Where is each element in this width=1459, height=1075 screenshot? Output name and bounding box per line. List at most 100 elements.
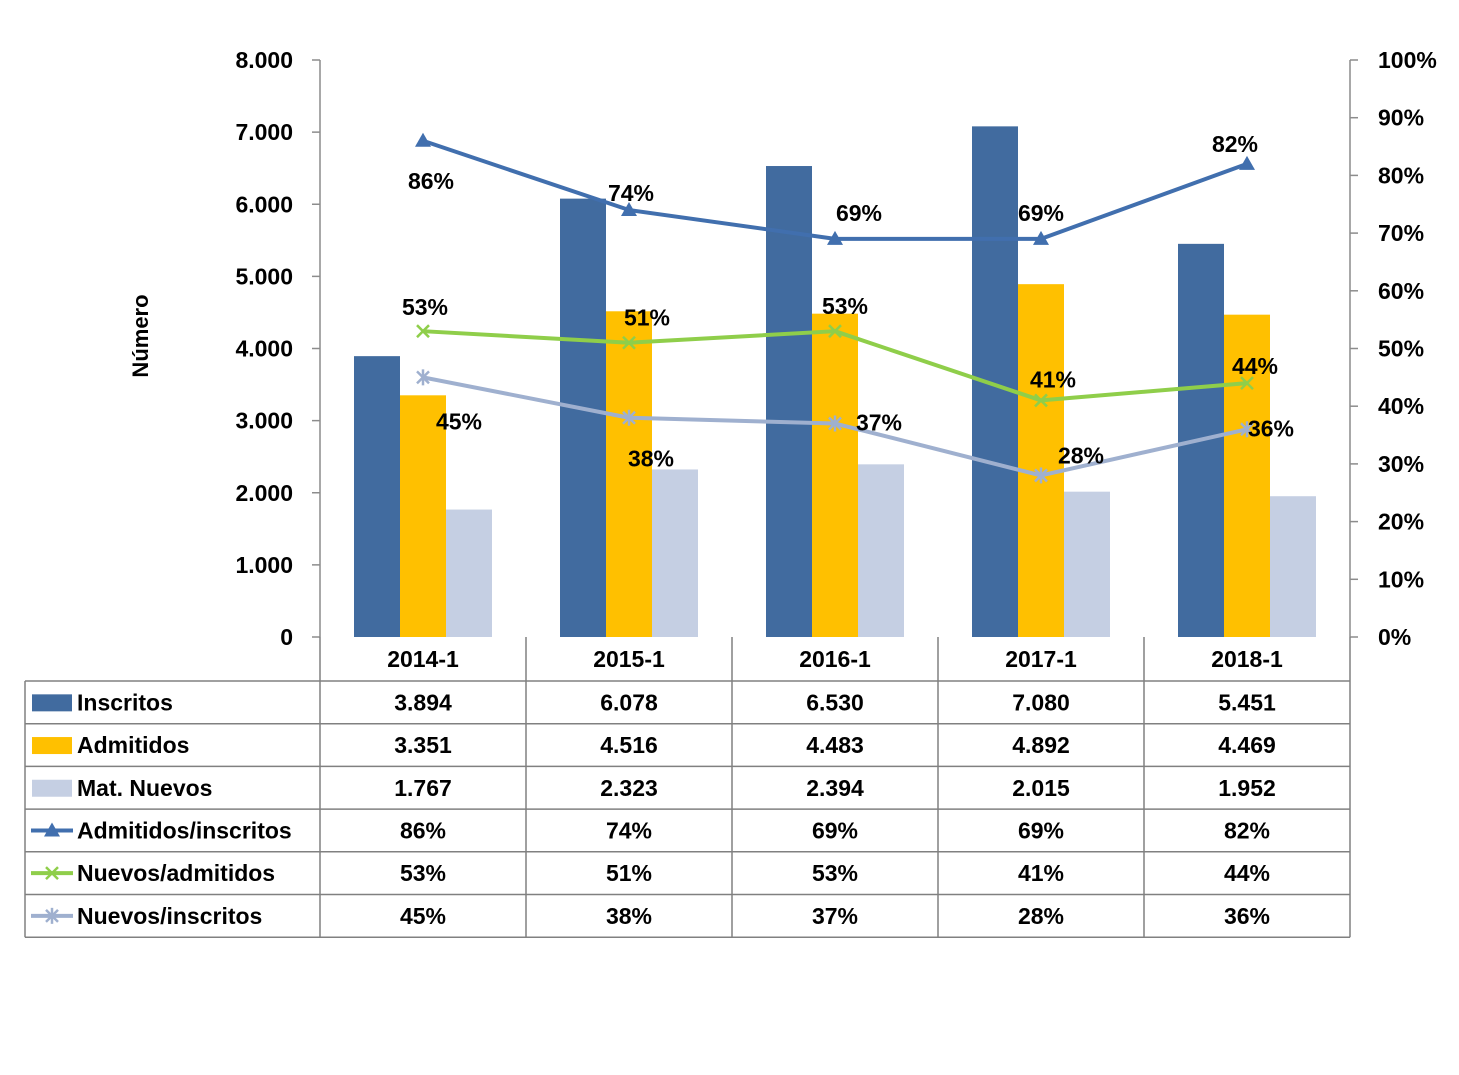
legend-label: Admitidos (77, 732, 189, 758)
table-cell: 1.952 (1218, 775, 1276, 801)
data-label: 28% (1058, 442, 1104, 468)
point-admitidos-inscritos (827, 230, 843, 245)
y-tick-label: 2.000 (235, 480, 293, 506)
data-label: 69% (836, 200, 882, 226)
table-cell: 3.351 (394, 732, 452, 758)
table-cell: 82% (1224, 817, 1270, 843)
y2-tick-label: 60% (1378, 278, 1424, 304)
category-label: 2017-1 (1005, 646, 1077, 672)
table-cell: 41% (1018, 860, 1064, 886)
marker-stroke (45, 866, 59, 881)
table-cell: 7.080 (1012, 689, 1070, 715)
table-cell: 28% (1018, 903, 1064, 929)
axes-layer: 0 1.000 2.000 3.000 4.000 5.000 6.000 7.000 8.00… (235, 47, 1436, 650)
marker-stroke (1240, 376, 1254, 391)
table-cell: 2.015 (1012, 775, 1070, 801)
bar-mat-nuevos (858, 464, 904, 637)
table-cell: 5.451 (1218, 689, 1276, 715)
legend-swatch (32, 737, 72, 755)
y2-tick-label: 80% (1378, 162, 1424, 188)
y-axis-title: Número (128, 294, 153, 377)
point-admitidos-inscritos (621, 202, 637, 217)
y-tick-label: 6.000 (235, 191, 293, 217)
table-cell: 69% (1018, 817, 1064, 843)
table-cell: 86% (400, 817, 446, 843)
table-cell: 38% (606, 903, 652, 929)
table-cell: 53% (400, 860, 446, 886)
lines-layer (415, 132, 1255, 484)
data-label: 53% (822, 293, 868, 319)
bar-mat-nuevos (446, 509, 492, 637)
y2-tick-label: 0% (1378, 624, 1411, 650)
point-nuevos-admitidos (1034, 393, 1048, 408)
bar-admitidos (1224, 314, 1270, 637)
legend-label: Inscritos (77, 689, 173, 715)
marker-stroke (622, 335, 636, 350)
table-cell: 53% (812, 860, 858, 886)
category-label: 2014-1 (387, 646, 459, 672)
bar-admitidos (1018, 284, 1064, 637)
table-cell: 45% (400, 903, 446, 929)
bar-mat-nuevos (1064, 491, 1110, 637)
data-label: 53% (402, 294, 448, 320)
data-label: 38% (628, 446, 674, 472)
bar-inscritos (560, 198, 606, 637)
table-cell: 2.394 (806, 775, 864, 801)
data-label: 82% (1212, 131, 1258, 157)
bar-admitidos (606, 311, 652, 637)
point-nuevos-inscritos (622, 409, 636, 426)
y2-tick-label: 50% (1378, 336, 1424, 362)
y2-tick-label: 90% (1378, 105, 1424, 131)
legend-label: Nuevos/inscritos (77, 903, 262, 929)
point-nuevos-inscritos (828, 415, 842, 432)
category-label: 2016-1 (799, 646, 871, 672)
table-cell: 3.894 (394, 689, 452, 715)
table-cell: 36% (1224, 903, 1270, 929)
y2-tick-label: 30% (1378, 451, 1424, 477)
y2-tick-label: 40% (1378, 393, 1424, 419)
table-cell: 6.078 (600, 689, 658, 715)
point-nuevos-inscritos (1034, 467, 1048, 484)
y2-tick-label: 70% (1378, 220, 1424, 246)
bars-layer (354, 126, 1316, 637)
legend-marker (44, 822, 60, 837)
point-nuevos-inscritos (416, 369, 430, 386)
y-tick-label: 3.000 (235, 408, 293, 434)
point-admitidos-inscritos (415, 132, 431, 147)
data-labels-layer: 86% 74% 69% 69% 82% 53% 51% 53% 41% 44% 45% 38% 37% 2… (402, 131, 1294, 472)
legend-marker (45, 907, 59, 924)
table-cell: 69% (812, 817, 858, 843)
data-label: 37% (856, 410, 902, 436)
y-tick-label: 5.000 (235, 263, 293, 289)
bar-admitidos (400, 395, 446, 637)
data-table: 2014-1 2015-1 2016-1 2017-1 2018-1 Inscritos 3… (24, 637, 1351, 938)
bar-mat-nuevos (1270, 496, 1316, 637)
bar-inscritos (972, 126, 1018, 637)
table-cell: 1.767 (394, 775, 452, 801)
data-label: 41% (1030, 366, 1076, 392)
table-cell: 4.483 (806, 732, 864, 758)
y-tick-label: 4.000 (235, 336, 293, 362)
legend-marker (45, 866, 59, 881)
bar-inscritos (766, 166, 812, 637)
bar-mat-nuevos (652, 469, 698, 637)
bar-inscritos (354, 356, 400, 637)
data-label: 86% (408, 168, 454, 194)
point-nuevos-admitidos (1240, 376, 1254, 391)
table-cell: 44% (1224, 860, 1270, 886)
bar-admitidos (812, 313, 858, 637)
marker-stroke (1034, 393, 1048, 408)
table-cell: 2.323 (600, 775, 658, 801)
marker-stroke (828, 324, 842, 339)
y-tick-label: 1.000 (235, 552, 293, 578)
data-label: 74% (608, 180, 654, 206)
point-admitidos-inscritos (1239, 155, 1255, 170)
legend-label: Mat. Nuevos (77, 775, 212, 801)
marker-stroke (416, 324, 430, 339)
y2-tick-label: 10% (1378, 566, 1424, 592)
y2-tick-label: 100% (1378, 47, 1437, 73)
legend-label: Nuevos/admitidos (77, 860, 275, 886)
point-nuevos-inscritos (1240, 421, 1254, 438)
data-label: 45% (436, 408, 482, 434)
